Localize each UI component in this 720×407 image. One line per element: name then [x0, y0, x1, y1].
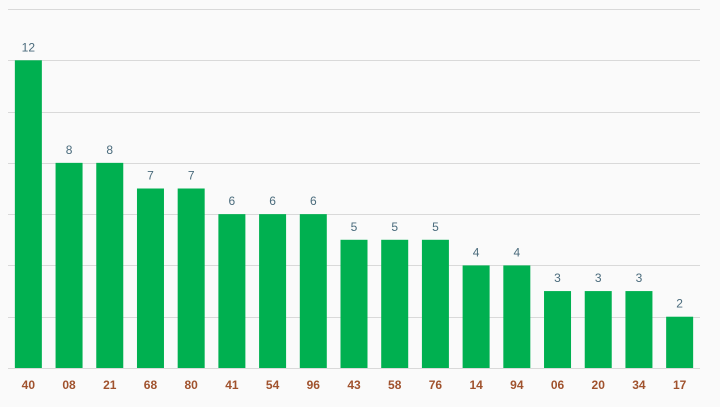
category-labels: 40 08 21 68 80 41 54 96 43 58 76 14 94 06 20 34 17 [22, 378, 687, 392]
category-label-40: 40 [22, 378, 36, 392]
category-label-76: 76 [429, 378, 443, 392]
value-label-76: 5 [432, 220, 439, 234]
category-label-96: 96 [307, 378, 321, 392]
bar-76 [421, 239, 449, 368]
category-label-68: 68 [144, 378, 158, 392]
category-label-58: 58 [388, 378, 402, 392]
category-label-14: 14 [469, 378, 483, 392]
bar-96 [299, 214, 327, 368]
category-label-94: 94 [510, 378, 524, 392]
category-label-17: 17 [673, 378, 687, 392]
category-label-54: 54 [266, 378, 280, 392]
category-label-41: 41 [225, 378, 239, 392]
value-label-08: 8 [66, 143, 73, 157]
bar-14 [462, 265, 490, 368]
bar-08 [55, 162, 83, 368]
bar-40 [14, 60, 42, 369]
bar-20 [584, 291, 612, 368]
bar-80 [177, 188, 205, 368]
bar-68 [136, 188, 164, 368]
value-label-14: 4 [473, 245, 480, 259]
value-labels: 12 8 8 7 7 6 6 6 5 5 5 4 4 3 3 3 2 [22, 40, 684, 310]
category-label-34: 34 [632, 378, 646, 392]
bars [14, 60, 694, 369]
category-label-21: 21 [103, 378, 117, 392]
value-label-96: 6 [310, 194, 317, 208]
value-label-58: 5 [391, 220, 398, 234]
bar-43 [340, 239, 368, 368]
value-label-94: 4 [513, 245, 520, 259]
value-label-40: 12 [22, 40, 36, 54]
bar-41 [218, 214, 246, 368]
category-label-20: 20 [592, 378, 606, 392]
value-label-54: 6 [269, 194, 276, 208]
bar-17 [666, 316, 694, 368]
bar-54 [259, 214, 287, 368]
bar-34 [625, 291, 653, 368]
value-label-06: 3 [554, 271, 561, 285]
category-label-08: 08 [62, 378, 76, 392]
value-label-20: 3 [595, 271, 602, 285]
category-label-80: 80 [184, 378, 198, 392]
bar-06 [544, 291, 572, 368]
value-label-41: 6 [229, 194, 236, 208]
value-label-43: 5 [351, 220, 358, 234]
value-label-80: 7 [188, 169, 195, 183]
bar-58 [381, 239, 409, 368]
value-label-17: 2 [676, 297, 683, 311]
bar-94 [503, 265, 531, 368]
category-label-06: 06 [551, 378, 565, 392]
value-label-34: 3 [636, 271, 643, 285]
bar-21 [96, 162, 124, 368]
value-label-21: 8 [106, 143, 113, 157]
value-label-68: 7 [147, 169, 154, 183]
category-label-43: 43 [347, 378, 361, 392]
